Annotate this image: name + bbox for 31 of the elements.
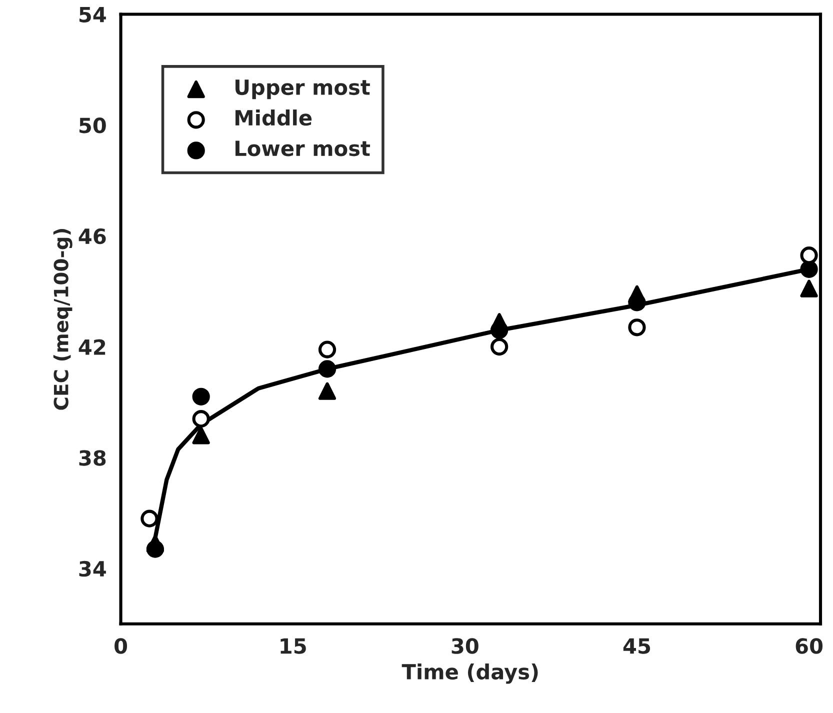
point <box>318 382 336 400</box>
point <box>628 285 646 303</box>
point <box>800 246 818 264</box>
legend-label: Upper most <box>236 80 370 100</box>
point <box>490 338 508 356</box>
y-tick-label: 34 <box>79 560 106 577</box>
point <box>146 534 164 552</box>
x-tick-label: 15 <box>280 638 306 654</box>
point <box>318 340 336 358</box>
y-tick-label: 46 <box>78 228 106 244</box>
y-tick-label: 54 <box>80 6 106 22</box>
x-tick-label: 0 <box>114 638 128 654</box>
point <box>192 410 210 428</box>
x-tick-label: 45 <box>623 638 650 654</box>
y-tick-label: 50 <box>80 118 106 134</box>
point <box>628 318 646 336</box>
x-axis-title: Time (days) <box>402 663 538 684</box>
point <box>140 510 158 528</box>
point <box>192 388 210 406</box>
point <box>800 280 818 298</box>
x-tick-label: 60 <box>796 638 823 654</box>
point <box>490 313 508 331</box>
point <box>800 260 818 278</box>
y-axis-title: CEC (meq/100-g) <box>53 229 72 410</box>
y-tick-label: 42 <box>78 339 106 355</box>
y-tick-label: 38 <box>79 450 106 466</box>
legend-label: Middle <box>236 110 312 126</box>
legend-label: Lower most <box>236 140 370 156</box>
point <box>318 360 336 378</box>
point <box>192 426 210 444</box>
x-tick-label: 30 <box>452 638 478 654</box>
